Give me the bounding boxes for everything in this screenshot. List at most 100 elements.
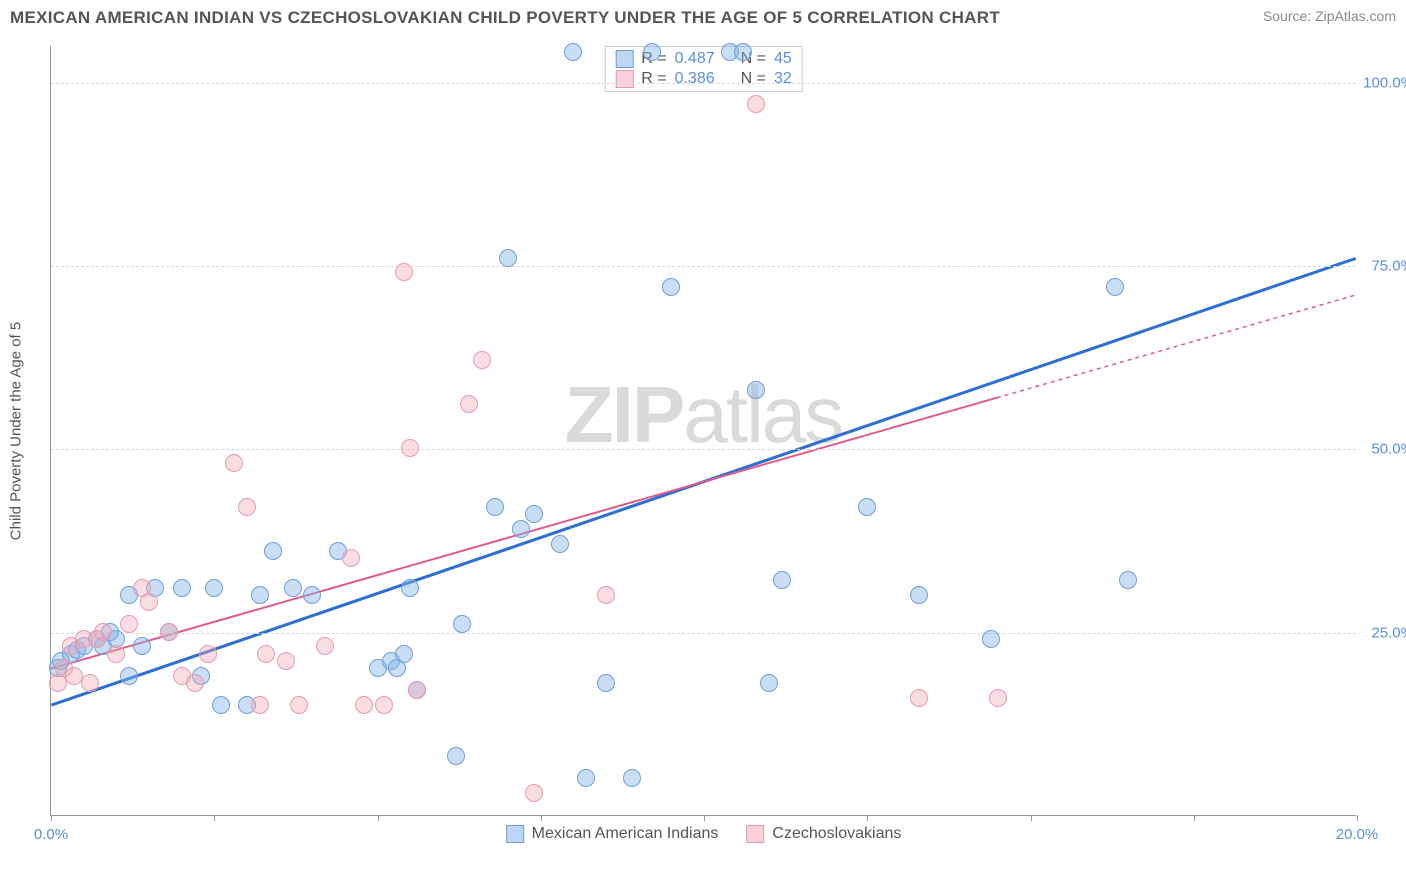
- scatter-point: [564, 43, 582, 61]
- scatter-point: [512, 520, 530, 538]
- x-tick: [1357, 815, 1358, 821]
- scatter-point: [303, 586, 321, 604]
- scatter-point: [597, 674, 615, 692]
- x-tick: [378, 815, 379, 821]
- scatter-point: [662, 278, 680, 296]
- legend-label: Mexican American Indians: [532, 825, 719, 843]
- scatter-point: [342, 549, 360, 567]
- scatter-point: [140, 593, 158, 611]
- scatter-point: [760, 674, 778, 692]
- scatter-point: [623, 769, 641, 787]
- scatter-point: [395, 263, 413, 281]
- correlation-legend: R =0.487N =45R = 0.386 N = 32: [604, 46, 803, 92]
- scatter-point: [551, 535, 569, 553]
- x-tick: [51, 815, 52, 821]
- scatter-point: [257, 645, 275, 663]
- legend-item: Mexican American Indians: [506, 825, 719, 843]
- n-label: N =: [741, 70, 766, 88]
- scatter-point: [212, 696, 230, 714]
- scatter-point: [473, 351, 491, 369]
- legend-swatch-icon: [746, 825, 764, 843]
- r-value: 0.487: [675, 50, 715, 68]
- grid-line: [51, 83, 1356, 84]
- scatter-point: [499, 249, 517, 267]
- watermark: ZIPatlas: [565, 369, 842, 461]
- scatter-point: [747, 95, 765, 113]
- x-tick: [541, 815, 542, 821]
- y-tick-label: 75.0%: [1362, 258, 1406, 275]
- x-tick: [704, 815, 705, 821]
- legend-swatch-icon: [506, 825, 524, 843]
- scatter-point: [120, 667, 138, 685]
- x-tick: [1031, 815, 1032, 821]
- chart-plot-area: Child Poverty Under the Age of 5 ZIPatla…: [50, 46, 1356, 816]
- scatter-point: [160, 623, 178, 641]
- scatter-point: [460, 395, 478, 413]
- scatter-point: [173, 579, 191, 597]
- scatter-point: [525, 505, 543, 523]
- scatter-point: [408, 681, 426, 699]
- scatter-point: [199, 645, 217, 663]
- scatter-point: [910, 586, 928, 604]
- scatter-point: [251, 696, 269, 714]
- scatter-point: [401, 579, 419, 597]
- correlation-legend-row: R =0.487N =45: [615, 49, 792, 69]
- n-value: 32: [774, 70, 792, 88]
- scatter-point: [264, 542, 282, 560]
- x-tick-label: 20.0%: [1336, 826, 1379, 843]
- series-legend: Mexican American Indians Czechoslovakians: [506, 825, 902, 843]
- r-value: 0.386: [675, 70, 715, 88]
- scatter-point: [577, 769, 595, 787]
- header: MEXICAN AMERICAN INDIAN VS CZECHOSLOVAKI…: [10, 8, 1396, 28]
- scatter-point: [643, 43, 661, 61]
- scatter-point: [773, 571, 791, 589]
- chart-title: MEXICAN AMERICAN INDIAN VS CZECHOSLOVAKI…: [10, 8, 1000, 28]
- legend-label: Czechoslovakians: [772, 825, 901, 843]
- scatter-point: [186, 674, 204, 692]
- scatter-point: [205, 579, 223, 597]
- scatter-point: [486, 498, 504, 516]
- scatter-point: [858, 498, 876, 516]
- scatter-point: [65, 667, 83, 685]
- n-value: 45: [774, 50, 792, 68]
- scatter-point: [910, 689, 928, 707]
- scatter-point: [81, 674, 99, 692]
- scatter-point: [1106, 278, 1124, 296]
- scatter-point: [290, 696, 308, 714]
- scatter-point: [734, 43, 752, 61]
- grid-line: [51, 266, 1356, 267]
- x-tick: [1194, 815, 1195, 821]
- legend-swatch-icon: [615, 70, 633, 88]
- legend-item: Czechoslovakians: [746, 825, 901, 843]
- r-label: R =: [641, 70, 666, 88]
- scatter-point: [1119, 571, 1137, 589]
- scatter-point: [453, 615, 471, 633]
- scatter-point: [225, 454, 243, 472]
- grid-line: [51, 633, 1356, 634]
- scatter-point: [597, 586, 615, 604]
- correlation-legend-row: R = 0.386 N = 32: [615, 69, 792, 89]
- scatter-point: [277, 652, 295, 670]
- scatter-point: [238, 498, 256, 516]
- scatter-point: [989, 689, 1007, 707]
- y-tick-label: 50.0%: [1362, 441, 1406, 458]
- scatter-point: [447, 747, 465, 765]
- scatter-point: [251, 586, 269, 604]
- scatter-point: [401, 439, 419, 457]
- scatter-point: [395, 645, 413, 663]
- y-tick-label: 100.0%: [1362, 74, 1406, 91]
- x-tick: [214, 815, 215, 821]
- scatter-point: [375, 696, 393, 714]
- source-label: Source: ZipAtlas.com: [1263, 8, 1396, 24]
- y-axis-title: Child Poverty Under the Age of 5: [8, 321, 25, 539]
- scatter-point: [133, 637, 151, 655]
- scatter-point: [107, 645, 125, 663]
- y-tick-label: 25.0%: [1362, 624, 1406, 641]
- scatter-point: [284, 579, 302, 597]
- grid-line: [51, 449, 1356, 450]
- scatter-point: [525, 784, 543, 802]
- legend-swatch-icon: [615, 50, 633, 68]
- x-tick-label: 0.0%: [34, 826, 68, 843]
- x-tick: [867, 815, 868, 821]
- scatter-point: [94, 623, 112, 641]
